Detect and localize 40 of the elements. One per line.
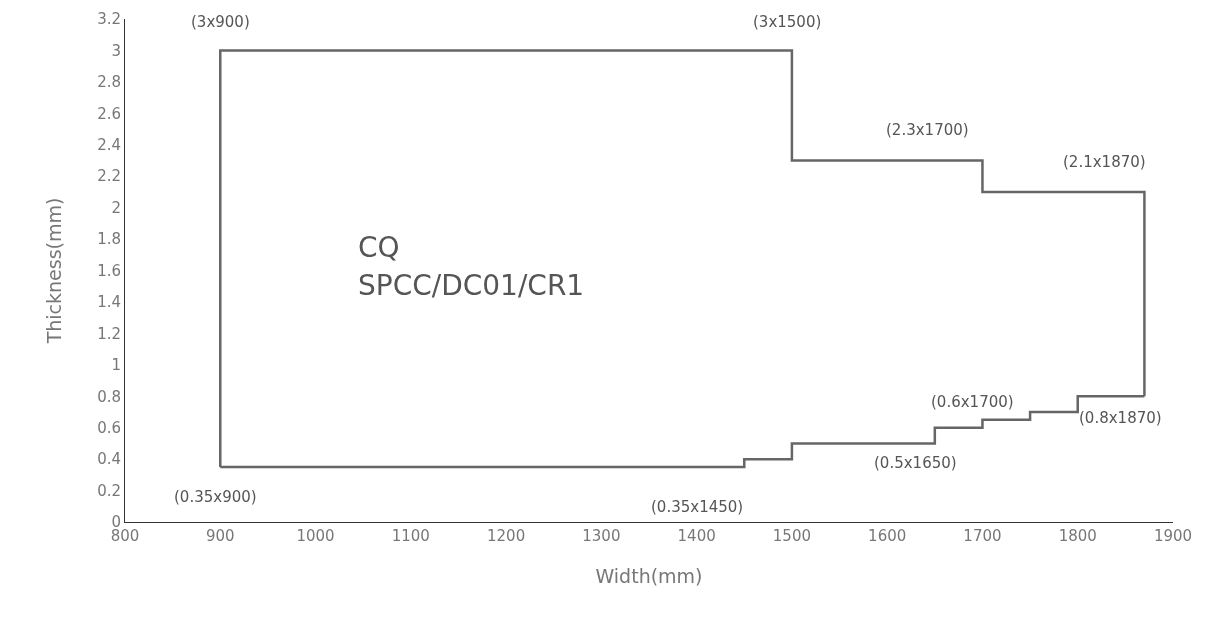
y-tick-label: 1.6 (97, 261, 121, 280)
x-axis-title: Width(mm) (595, 564, 703, 587)
y-tick-label: 1.4 (97, 293, 121, 312)
y-tick-label: 2 (111, 198, 121, 217)
y-tick-label: 0.4 (97, 450, 121, 469)
annotation: (2.3x1700) (886, 121, 969, 139)
y-tick-label: 1.2 (97, 324, 121, 343)
y-tick-label: 3 (111, 41, 121, 60)
x-tick-label: 1000 (296, 527, 335, 545)
y-tick-label: 1.8 (97, 230, 121, 249)
annotation: (0.35x1450) (651, 498, 744, 516)
annotation: (2.1x1870) (1063, 153, 1146, 171)
x-tick-label: 1800 (1058, 527, 1097, 545)
annotation: (0.8x1870) (1079, 409, 1162, 427)
x-tick-label: 1200 (487, 527, 526, 545)
y-tick-label: 2.4 (97, 136, 121, 154)
y-axis-title: Thickness(mm) (42, 197, 65, 345)
x-tick-label: 1600 (868, 527, 907, 545)
annotation: CQ (358, 231, 400, 264)
annotation: SPCC/DC01/CR1 (358, 269, 585, 302)
annotation: (0.35x900) (174, 488, 257, 506)
annotation: (3x900) (191, 13, 250, 31)
x-tick-label: 1400 (677, 527, 716, 545)
y-tick-label: 0.2 (97, 481, 121, 500)
y-tick-label: 2.8 (97, 73, 121, 92)
x-tick-label: 900 (205, 527, 235, 545)
x-tick-label: 1700 (963, 527, 1002, 545)
annotation: (0.5x1650) (874, 454, 957, 472)
y-tick-label: 2.6 (97, 104, 121, 123)
y-tick-label: 1 (111, 356, 121, 375)
x-tick-label: 1300 (582, 527, 621, 545)
x-tick-label: 1100 (391, 527, 430, 545)
y-tick-label: 3.2 (97, 10, 121, 29)
y-tick-label: 0.8 (97, 387, 121, 406)
y-tick-label: 2.2 (97, 167, 121, 186)
annotation: (0.6x1700) (931, 393, 1014, 411)
y-tick-label: 0.6 (97, 418, 121, 437)
x-tick-label: 1900 (1153, 527, 1193, 545)
annotation: (3x1500) (753, 13, 822, 31)
x-tick-label: 1500 (772, 527, 811, 545)
